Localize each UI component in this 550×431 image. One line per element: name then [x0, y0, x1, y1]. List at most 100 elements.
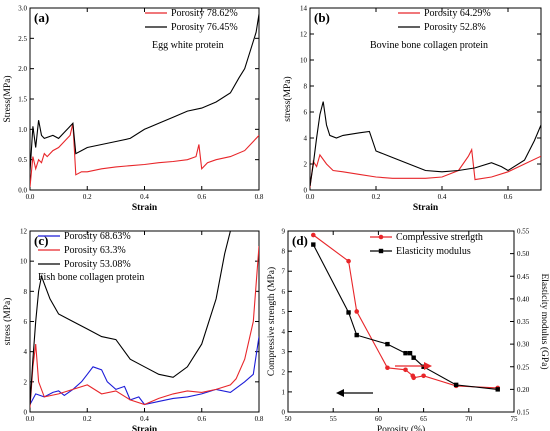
y-tick-label: 6	[304, 109, 308, 117]
x-axis-label: Strain	[132, 203, 158, 213]
panel-label: (b)	[314, 10, 330, 25]
data-point-2	[346, 310, 351, 315]
y-axis-label: Stress(MPa)	[2, 76, 13, 123]
y-tick-label: 9	[282, 228, 286, 236]
x-tick-label: 0.4	[140, 415, 149, 423]
y-tick-label: 1	[282, 388, 286, 396]
left-axis-arrow	[336, 389, 373, 397]
description-label: Fish bone collagen protein	[38, 272, 144, 283]
series-line-3	[30, 231, 231, 405]
x-tick-label: 0.8	[255, 193, 264, 201]
y-axis-label: Compressive strength (MPa)	[266, 267, 277, 376]
data-point-2	[495, 387, 500, 392]
y-right-tick-label: 0.25	[517, 363, 530, 371]
legend-entry-1: Porosity 68.63%	[64, 231, 131, 242]
y-tick-label: 2	[282, 368, 286, 376]
x-tick-label: 0.8	[255, 415, 264, 423]
data-point-1	[346, 258, 351, 264]
x-tick-label: 0.6	[197, 193, 206, 201]
arrow-head-red	[424, 362, 432, 370]
panel-d: 50 55 60 65 70 75 0 1 2 3 4 5 6 7 8 9 0.15 0.20 0.25 0.30 0.…	[266, 228, 550, 431]
y-tick-label: 8	[24, 288, 28, 296]
x-tick-label: 0.6	[504, 193, 513, 201]
data-point-2	[407, 350, 413, 356]
legend-entry-2: Elasticity modulus	[396, 246, 471, 257]
data-point-1	[421, 373, 426, 379]
legend-entry-1: Porosity 78.62%	[171, 8, 238, 19]
series-line-2	[312, 244, 498, 390]
x-tick-label: 0.2	[83, 193, 92, 201]
y-tick-label: 6	[24, 318, 28, 326]
legend-entry-3: Porosity 53.08%	[64, 259, 131, 270]
series-line-2	[30, 246, 259, 408]
data-point-2	[411, 355, 416, 360]
right-axis-arrow	[395, 362, 432, 370]
data-point-2	[403, 350, 408, 356]
panel-a: 0.0 0.2 0.4 0.6 0.8 0.0 0.5 1.0 1.5 2.0 2.5 3.0 Stra…	[2, 5, 264, 214]
y-tick-label: 0	[304, 187, 308, 195]
data-point-2	[453, 382, 459, 388]
description-label: Bovine bone collagen protein	[370, 40, 488, 51]
legend-marker-2	[378, 248, 384, 254]
data-point-1	[403, 367, 408, 373]
y-right-tick-label: 0.55	[517, 228, 530, 236]
y-tick-label: 2.0	[18, 65, 27, 73]
y-tick-label: 14	[300, 5, 308, 13]
legend-entry-2: Porosity 76.45%	[171, 22, 238, 33]
y-tick-label: 0.5	[18, 156, 27, 164]
series-line-1	[312, 234, 498, 389]
x-tick-label: 0.0	[26, 415, 35, 423]
y-tick-label: 0	[24, 409, 28, 417]
y-right-tick-label: 0.40	[517, 295, 530, 303]
y-tick-label: 7	[282, 268, 286, 276]
x-tick-label: 70	[465, 415, 473, 423]
data-point-1	[354, 309, 360, 314]
x-axis-label: Strain	[413, 203, 439, 213]
y-right-tick-label: 0.30	[517, 341, 530, 349]
y-tick-label: 4	[24, 348, 28, 356]
x-tick-label: 0.0	[26, 193, 35, 201]
data-point-2	[311, 242, 316, 247]
y-right-tick-label: 0.20	[517, 386, 530, 394]
x-tick-label: 0.4	[438, 193, 447, 201]
data-point-1	[311, 232, 316, 238]
x-tick-label: 50	[285, 415, 293, 423]
y-tick-label: 0	[282, 409, 286, 417]
series-line-1	[310, 147, 541, 188]
y-tick-label: 6	[282, 288, 286, 296]
legend-entry-1: Porosity 64.29%	[424, 8, 491, 19]
y-right-tick-label: 0.45	[517, 273, 530, 281]
data-point-2	[354, 332, 359, 338]
x-tick-label: 0.2	[83, 415, 92, 423]
y-right-tick-label: 0.50	[517, 250, 530, 258]
y-tick-label: 2	[304, 161, 308, 169]
data-point-2	[421, 364, 426, 369]
y-tick-label: 2	[24, 378, 28, 386]
legend-entry-1: Compressive strength	[396, 232, 483, 243]
y-tick-label: 8	[304, 83, 308, 91]
data-point-2	[385, 341, 390, 347]
x-tick-label: 60	[375, 415, 383, 423]
arrow-head-black	[336, 389, 344, 397]
series-line-2	[30, 14, 259, 172]
y-axis-label: stress(MPa)	[282, 76, 293, 121]
y-tick-label: 3	[282, 348, 286, 356]
series-line-2	[310, 101, 541, 187]
x-tick-label: 55	[330, 415, 338, 423]
x-tick-label: 75	[511, 415, 519, 423]
panel-label: (d)	[292, 233, 308, 248]
plot-frame	[309, 7, 542, 191]
y-tick-label: 4	[282, 328, 286, 336]
y-tick-label: 12	[20, 228, 28, 236]
panel-label: (a)	[34, 10, 49, 25]
x-tick-label: 65	[420, 415, 428, 423]
data-point-1	[411, 375, 416, 381]
panel-b: 0.0 0.2 0.4 0.6 0 2 4 6 8 10 12 14 Strain stress(MPa)…	[282, 5, 542, 213]
x-tick-label: 0.6	[197, 415, 206, 423]
y-tick-label: 1.5	[18, 96, 27, 104]
y-tick-label: 2.5	[18, 35, 27, 43]
y-tick-label: 3.0	[18, 5, 27, 13]
data-point-1	[385, 365, 390, 371]
series-line-1	[30, 123, 259, 188]
